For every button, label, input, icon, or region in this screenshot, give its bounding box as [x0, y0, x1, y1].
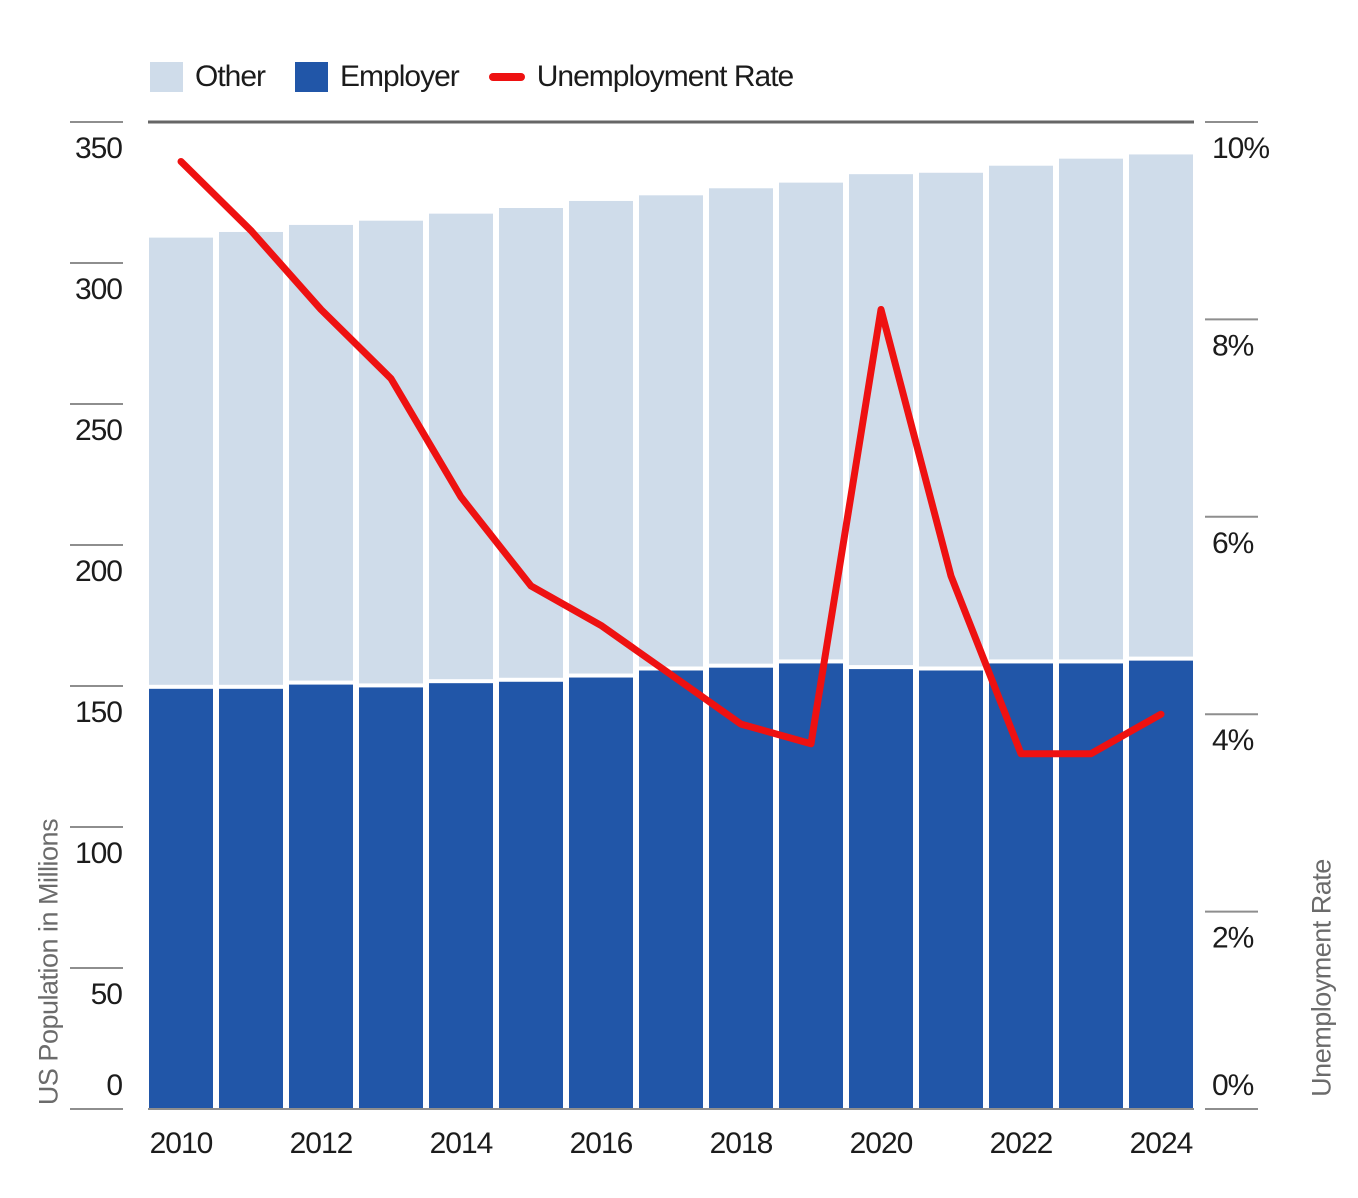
bar-2018-employer [709, 667, 773, 1109]
bar-2014-employer [429, 683, 493, 1109]
legend-label-employer: Employer [340, 60, 460, 93]
right-tick-label-10: 10% [1212, 132, 1269, 165]
bar-2023-other [1059, 158, 1123, 660]
bar-2011-other [219, 231, 283, 685]
bar-2016-other [569, 200, 633, 674]
legend-label-unemployment-rate: Unemployment Rate [536, 60, 794, 93]
left-tick-label-150: 150 [75, 696, 122, 729]
bar-2014-other [429, 213, 493, 680]
bar-2011-employer [219, 688, 283, 1109]
x-tick-label-2014: 2014 [430, 1127, 493, 1160]
bar-2018-other [709, 188, 773, 664]
right-tick-label-4: 4% [1212, 724, 1254, 757]
x-tick-label-2018: 2018 [710, 1127, 773, 1160]
bar-2020-employer [849, 669, 913, 1109]
left-tick-label-100: 100 [75, 837, 122, 870]
right-tick-label-2: 2% [1212, 922, 1254, 955]
bar-2019-other [779, 182, 843, 660]
bar-2022-employer [989, 663, 1053, 1109]
right-tick-label-0: 0% [1212, 1069, 1254, 1102]
legend-swatch-other-icon [150, 62, 183, 92]
bar-2024-other [1129, 154, 1193, 657]
bar-2024-employer [1129, 660, 1193, 1109]
bar-2012-employer [289, 684, 353, 1109]
x-tick-label-2024: 2024 [1130, 1127, 1193, 1160]
legend-line-unemployment-rate-icon [488, 73, 525, 81]
bar-2012-other [289, 224, 353, 681]
bar-2017-employer [639, 670, 703, 1109]
legend-item-unemployment-rate: Unemployment Rate [488, 60, 794, 94]
x-tick-label-2016: 2016 [570, 1127, 633, 1160]
right-tick-label-6: 6% [1212, 527, 1254, 560]
x-tick-label-2012: 2012 [290, 1127, 353, 1160]
bar-2016-employer [569, 677, 633, 1109]
legend-item-other: Other [150, 60, 266, 94]
bar-2013-employer [359, 687, 423, 1109]
bar-2020-other [849, 174, 913, 666]
left-tick-label-350: 350 [75, 132, 122, 165]
left-tick-label-250: 250 [75, 414, 122, 447]
y-axis-title-left: US Population in Millions [33, 818, 64, 1106]
y-axis-title-right: Unemployment Rate [1306, 859, 1337, 1097]
x-tick-label-2020: 2020 [850, 1127, 913, 1160]
left-tick-label-0: 0 [106, 1069, 122, 1102]
x-tick-label-2010: 2010 [150, 1127, 213, 1160]
right-tick-label-8: 8% [1212, 329, 1254, 362]
bar-2021-other [919, 172, 983, 667]
legend-label-other: Other [195, 60, 266, 93]
bar-2023-employer [1059, 663, 1123, 1109]
bar-2010-other [149, 237, 213, 685]
legend: Other Employer Unemployment Rate [150, 60, 794, 94]
bar-2010-employer [149, 688, 213, 1109]
bar-2015-employer [499, 681, 563, 1109]
legend-swatch-employer-icon [295, 62, 329, 92]
left-tick-label-200: 200 [75, 555, 122, 588]
bar-2017-other [639, 195, 703, 667]
left-tick-label-300: 300 [75, 273, 122, 306]
bar-2015-other [499, 208, 563, 678]
unemployment-rate-line [177, 158, 1165, 758]
bar-2021-employer [919, 670, 983, 1109]
left-tick-label-50: 50 [91, 978, 123, 1011]
legend-item-employer: Employer [295, 60, 460, 94]
bar-2022-other [989, 165, 1053, 660]
x-tick-label-2022: 2022 [990, 1127, 1053, 1160]
bar-2013-other [359, 220, 423, 684]
